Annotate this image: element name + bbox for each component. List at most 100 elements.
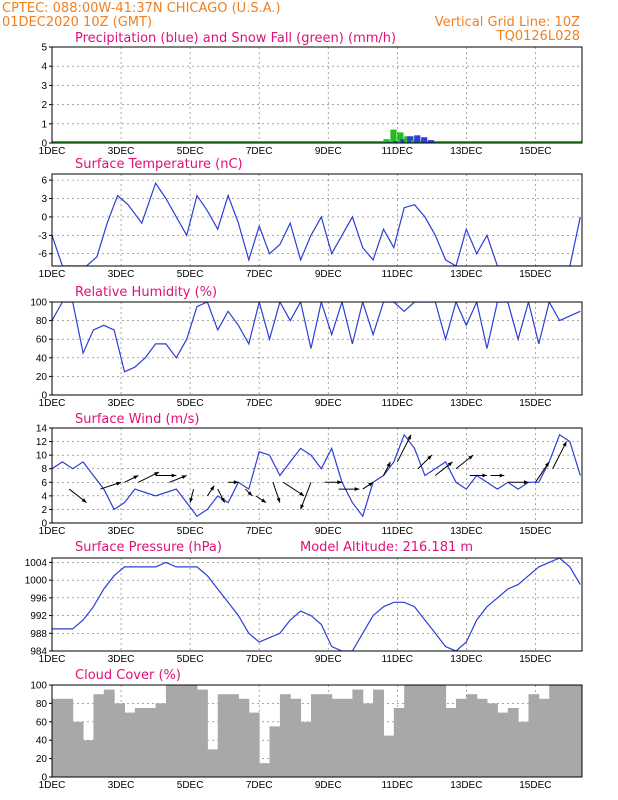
pressure-x-tick-label: 9DEC	[315, 654, 342, 665]
wind-x-tick-label: 1DEC	[39, 526, 66, 537]
cloud-bar	[424, 685, 436, 777]
rh-y-tick-label: 20	[36, 372, 48, 383]
snow-bar	[397, 132, 404, 143]
wind-arrow	[362, 481, 374, 490]
cloud-bar	[476, 698, 488, 777]
rh-line	[52, 302, 581, 373]
cloud-bar	[145, 708, 157, 777]
precip-marks	[52, 129, 582, 143]
pressure-y-tick-label: 992	[30, 611, 47, 622]
snow-bar	[376, 141, 383, 143]
cloud-bar	[72, 721, 84, 777]
temp-panel: Surface Temperature (nC) 1DEC 3DEC 5DEC 7DEC…	[38, 157, 583, 280]
wind-x-tick-label: 9DEC	[315, 526, 342, 537]
rh-x-tick-label: 1DEC	[39, 398, 66, 409]
cloud-bar	[52, 698, 63, 777]
cloud-bar	[155, 703, 167, 777]
pressure-y-tick-label: 988	[30, 629, 47, 640]
wind-arrow	[169, 475, 187, 483]
precip-y-tick-label: 2	[41, 100, 47, 111]
cloud-frame	[51, 684, 583, 778]
rh-x-tick-label: 3DEC	[108, 398, 135, 409]
pressure-frame	[51, 557, 583, 652]
wind-y-tick-label: 0	[41, 519, 47, 530]
wind-title: Surface Wind (m/s)	[75, 412, 199, 427]
rh-y-tick-label: 40	[36, 353, 48, 364]
cloud-y-tick-label: 0	[41, 773, 47, 784]
wind-marks	[52, 433, 581, 518]
pressure-subtitle: Model Altitude: 216.181 m	[300, 540, 473, 555]
cloud-bar	[279, 694, 291, 777]
cloud-bar	[217, 694, 229, 777]
wind-arrow	[283, 481, 305, 497]
cloud-y-tick-label: 80	[36, 699, 48, 710]
pressure-line	[52, 558, 581, 651]
cloud-bar	[352, 689, 364, 777]
temp-title: Surface Temperature (nC)	[75, 157, 243, 172]
wind-arrow	[534, 461, 550, 483]
rh-frame	[51, 301, 583, 396]
rain-bar	[421, 137, 428, 143]
wind-arrow	[228, 480, 239, 485]
wind-arrow	[434, 461, 453, 476]
cloud-bar	[383, 735, 395, 777]
wind-x-tick-label: 5DEC	[177, 526, 204, 537]
precip-y-tick-label: 5	[41, 43, 47, 54]
cloud-title: Cloud Cover (%)	[75, 668, 181, 683]
rh-y-tick-label: 60	[36, 335, 48, 346]
wind-arrow	[217, 488, 226, 503]
temp-y-tick-label: 3	[41, 194, 47, 205]
precip-frame	[51, 46, 583, 144]
wind-y-tick-label: 10	[36, 451, 48, 462]
cloud-x-tick-label: 5DEC	[177, 780, 204, 791]
cloud-bar	[414, 685, 426, 777]
temp-x-tick-label: 3DEC	[108, 269, 135, 280]
wind-arrow	[189, 488, 195, 503]
cloud-bar	[559, 685, 571, 777]
precip-panel: Precipitation (blue) and Snow Fall (gree…	[39, 31, 583, 157]
pressure-title: Surface Pressure (hPa)	[75, 540, 222, 555]
pressure-x-tick-label: 7DEC	[246, 654, 273, 665]
header-datetime: 01DEC2020 10Z (GMT)	[2, 15, 152, 30]
rain-bar	[393, 141, 400, 143]
panels: Precipitation (blue) and Snow Fall (gree…	[25, 31, 583, 791]
pressure-marks	[52, 558, 581, 651]
wind-y-tick-label: 14	[36, 424, 48, 435]
temp-x-tick-label: 9DEC	[315, 269, 342, 280]
wind-arrow	[155, 473, 177, 478]
snow-bar	[390, 129, 397, 143]
wind-y-tick-label: 12	[36, 437, 48, 448]
header-code: TQ0126L028	[496, 29, 580, 44]
cloud-y-tick-label: 100	[30, 681, 47, 692]
wind-y-tick-label: 6	[41, 478, 47, 489]
cloud-bar	[238, 698, 250, 777]
cloud-bar	[455, 698, 467, 777]
temp-y-tick-label: 0	[41, 212, 47, 223]
wind-y-tick-label: 4	[41, 491, 47, 502]
wind-x-tick-label: 15DEC	[519, 526, 551, 537]
pressure-x-tick-label: 1DEC	[39, 654, 66, 665]
wind-arrow	[245, 488, 253, 497]
rh-x-tick-label: 15DEC	[519, 398, 551, 409]
rh-x-tick-label: 5DEC	[177, 398, 204, 409]
wind-x-tick-label: 3DEC	[108, 526, 135, 537]
cloud-bar	[538, 698, 550, 777]
pressure-x-tick-label: 13DEC	[450, 654, 482, 665]
wind-arrow	[490, 473, 505, 478]
rain-bar	[400, 139, 407, 143]
precip-x-tick-label: 11DEC	[382, 146, 414, 157]
cloud-x-tick-label: 7DEC	[246, 780, 273, 791]
cloud-bar	[228, 694, 239, 777]
cloud-bar	[342, 698, 353, 777]
wind-arrow	[272, 482, 281, 503]
rh-x-tick-label: 7DEC	[246, 398, 273, 409]
precip-x-tick-label: 1DEC	[39, 146, 66, 157]
wind-arrow	[68, 488, 87, 504]
cloud-y-tick-label: 40	[36, 736, 48, 747]
wind-x-tick-label: 7DEC	[246, 526, 273, 537]
temp-y-tick-label: -6	[38, 249, 47, 260]
cloud-bar	[487, 703, 498, 777]
cloud-bar	[114, 703, 126, 777]
header-location: CPTEC: 088:00W-41:37N CHICAGO (U.S.A.)	[2, 1, 281, 16]
